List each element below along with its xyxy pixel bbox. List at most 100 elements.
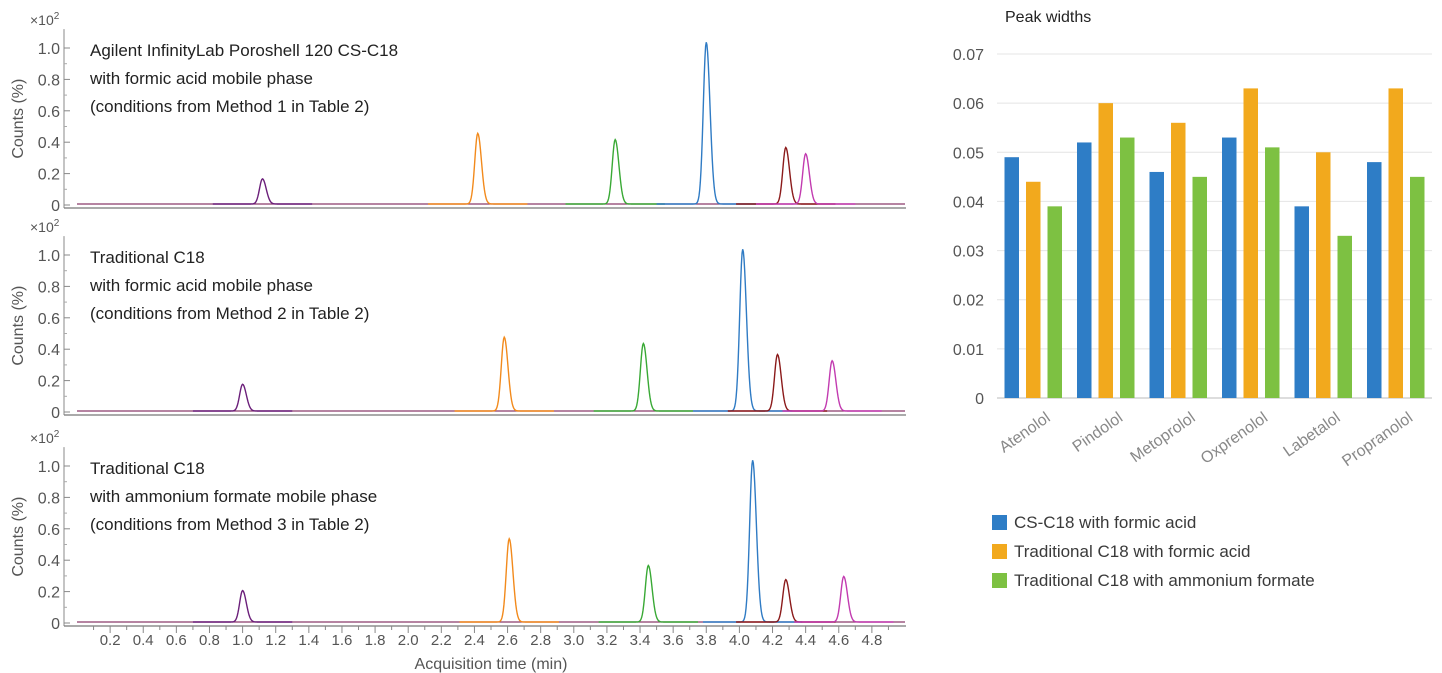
x-axis-label: Acquisition time (min) <box>415 656 568 673</box>
chromatogram-peak <box>428 131 528 205</box>
y-tick-label: 0.8 <box>38 490 60 507</box>
chromatogram-peak <box>593 341 694 412</box>
chromatogram-peak <box>702 460 803 623</box>
bar <box>1077 142 1092 398</box>
chart-title: Peak widths <box>1005 9 1091 26</box>
x-tick-label: 3.4 <box>630 632 651 649</box>
y-tick-label: 0.4 <box>38 135 60 152</box>
peak-widths-bar-chart: Peak widths 0 0.01 0.02 0.03 0.04 0.05 0.06 0.07… <box>953 9 1432 470</box>
bar <box>1149 171 1164 398</box>
y-tick-label: 0.2 <box>38 585 60 602</box>
x-tick-label: 2.2 <box>431 632 452 649</box>
bar <box>1047 206 1062 398</box>
chromatogram-peak <box>794 575 894 623</box>
x-tick-label: 0.8 <box>199 632 220 649</box>
y-tick-label: 0.6 <box>38 522 60 539</box>
x-tick-label: 3.0 <box>563 632 584 649</box>
bar <box>1120 137 1135 399</box>
x-tick-label: Metoprolol <box>1128 409 1199 466</box>
legend-swatch <box>992 515 1007 530</box>
chromatogram-peak <box>736 146 836 205</box>
x-tick-label: 2.6 <box>497 632 518 649</box>
x-tick-label: 4.8 <box>861 632 882 649</box>
y-multiplier-label: ×102 <box>30 11 60 28</box>
legend-swatch <box>992 544 1007 559</box>
chromatogram-peak <box>212 178 313 205</box>
y-tick-label: 0 <box>51 198 60 215</box>
x-tick-label: 0.6 <box>166 632 187 649</box>
x-tick-label: 1.8 <box>365 632 386 649</box>
bar <box>1243 88 1258 399</box>
y-tick-label: 0.01 <box>953 342 984 359</box>
y-axis-label: Counts (%) <box>10 79 27 159</box>
chromatogram-peak <box>755 152 856 205</box>
x-tick-label: 1.2 <box>265 632 286 649</box>
x-tick-label: 1.6 <box>332 632 353 649</box>
x-tick-label: 0.4 <box>133 632 154 649</box>
chromatogram-peak <box>192 383 293 412</box>
y-tick-label: 1.0 <box>38 459 60 476</box>
x-tick-label: 2.0 <box>398 632 419 649</box>
y-multiplier-exponent: 2 <box>54 429 60 440</box>
y-tick-label: 0.4 <box>38 553 60 570</box>
x-tick-label: 1.0 <box>232 632 253 649</box>
y-multiplier-exponent: 2 <box>54 11 60 22</box>
y-tick-label: 0.06 <box>953 96 984 113</box>
legend-item-traditional-formic: Traditional C18 with formic acid <box>992 537 1315 566</box>
x-tick-label: 4.2 <box>762 632 783 649</box>
y-tick-label: 0.2 <box>38 167 60 184</box>
bar <box>1171 122 1186 399</box>
y-tick-label: 0 <box>51 616 60 633</box>
legend-item-traditional-ammonium: Traditional C18 with ammonium formate <box>992 566 1315 595</box>
bar <box>1222 137 1237 399</box>
chromatogram-peak <box>454 335 554 412</box>
chromatogram-chart: 0 0.2 0.4 0.6 0.8 1.0 ×102 Counts (%) Agilent In… <box>10 11 906 673</box>
y-multiplier-exponent: 2 <box>54 218 60 229</box>
panel-description-line: with formic acid mobile phase <box>89 276 313 295</box>
x-tick-label: Propranolol <box>1339 409 1416 470</box>
y-tick-label: 0.03 <box>953 244 984 261</box>
legend-label: Traditional C18 with formic acid <box>1014 541 1251 561</box>
x-tick-label: 4.6 <box>828 632 849 649</box>
chromatogram-peak <box>598 564 698 623</box>
x-tick-label: 3.6 <box>663 632 684 649</box>
x-tick-label: 3.8 <box>696 632 717 649</box>
y-axis-label: Counts (%) <box>10 497 27 577</box>
y-tick-label: 0.6 <box>38 104 60 121</box>
bar <box>1098 103 1113 399</box>
x-tick-label: 2.4 <box>464 632 485 649</box>
y-tick-label: 0.05 <box>953 145 984 162</box>
bar <box>1004 157 1019 398</box>
x-tick-label: Labetalol <box>1281 409 1344 460</box>
x-tick-label: 0.2 <box>100 632 121 649</box>
legend-label: CS-C18 with formic acid <box>1014 512 1197 532</box>
chromatogram-peak <box>782 359 882 412</box>
x-tick-label: 4.4 <box>795 632 816 649</box>
y-tick-label: 0.4 <box>38 342 60 359</box>
chromatogram-panel-3: 0 0.2 0.4 0.6 0.8 1.0 ×102 Counts (%) Traditiona… <box>10 429 906 633</box>
chromatogram-peak <box>727 353 828 412</box>
bar <box>1316 152 1331 398</box>
panel-description-line: Agilent InfinityLab Poroshell 120 CS-C18 <box>90 41 398 60</box>
y-tick-label: 0.02 <box>953 293 984 310</box>
panel-description-line: (conditions from Method 2 in Table 2) <box>90 304 369 323</box>
bar <box>1410 176 1425 398</box>
bar <box>1192 176 1207 398</box>
chromatogram-panel-2: 0 0.2 0.4 0.6 0.8 1.0 ×102 Counts (%) Traditiona… <box>10 218 906 422</box>
y-multiplier-label: ×102 <box>30 218 60 235</box>
bar <box>1388 88 1403 399</box>
bar <box>1026 181 1041 398</box>
y-tick-label: 0 <box>51 405 60 422</box>
panel-description-line: Traditional C18 <box>90 248 205 267</box>
x-tick-label: 4.0 <box>729 632 750 649</box>
x-tick-label: Atenolol <box>996 409 1053 456</box>
y-axis-label: Counts (%) <box>10 286 27 366</box>
legend-swatch <box>992 573 1007 588</box>
chromatogram-peak <box>656 42 756 205</box>
bar <box>1265 147 1280 398</box>
y-tick-label: 0.8 <box>38 72 60 89</box>
panel-description-line: with ammonium formate mobile phase <box>89 487 377 506</box>
bar <box>1367 162 1382 398</box>
panel-description-line: Traditional C18 <box>90 459 205 478</box>
chromatogram-peak <box>736 578 836 623</box>
